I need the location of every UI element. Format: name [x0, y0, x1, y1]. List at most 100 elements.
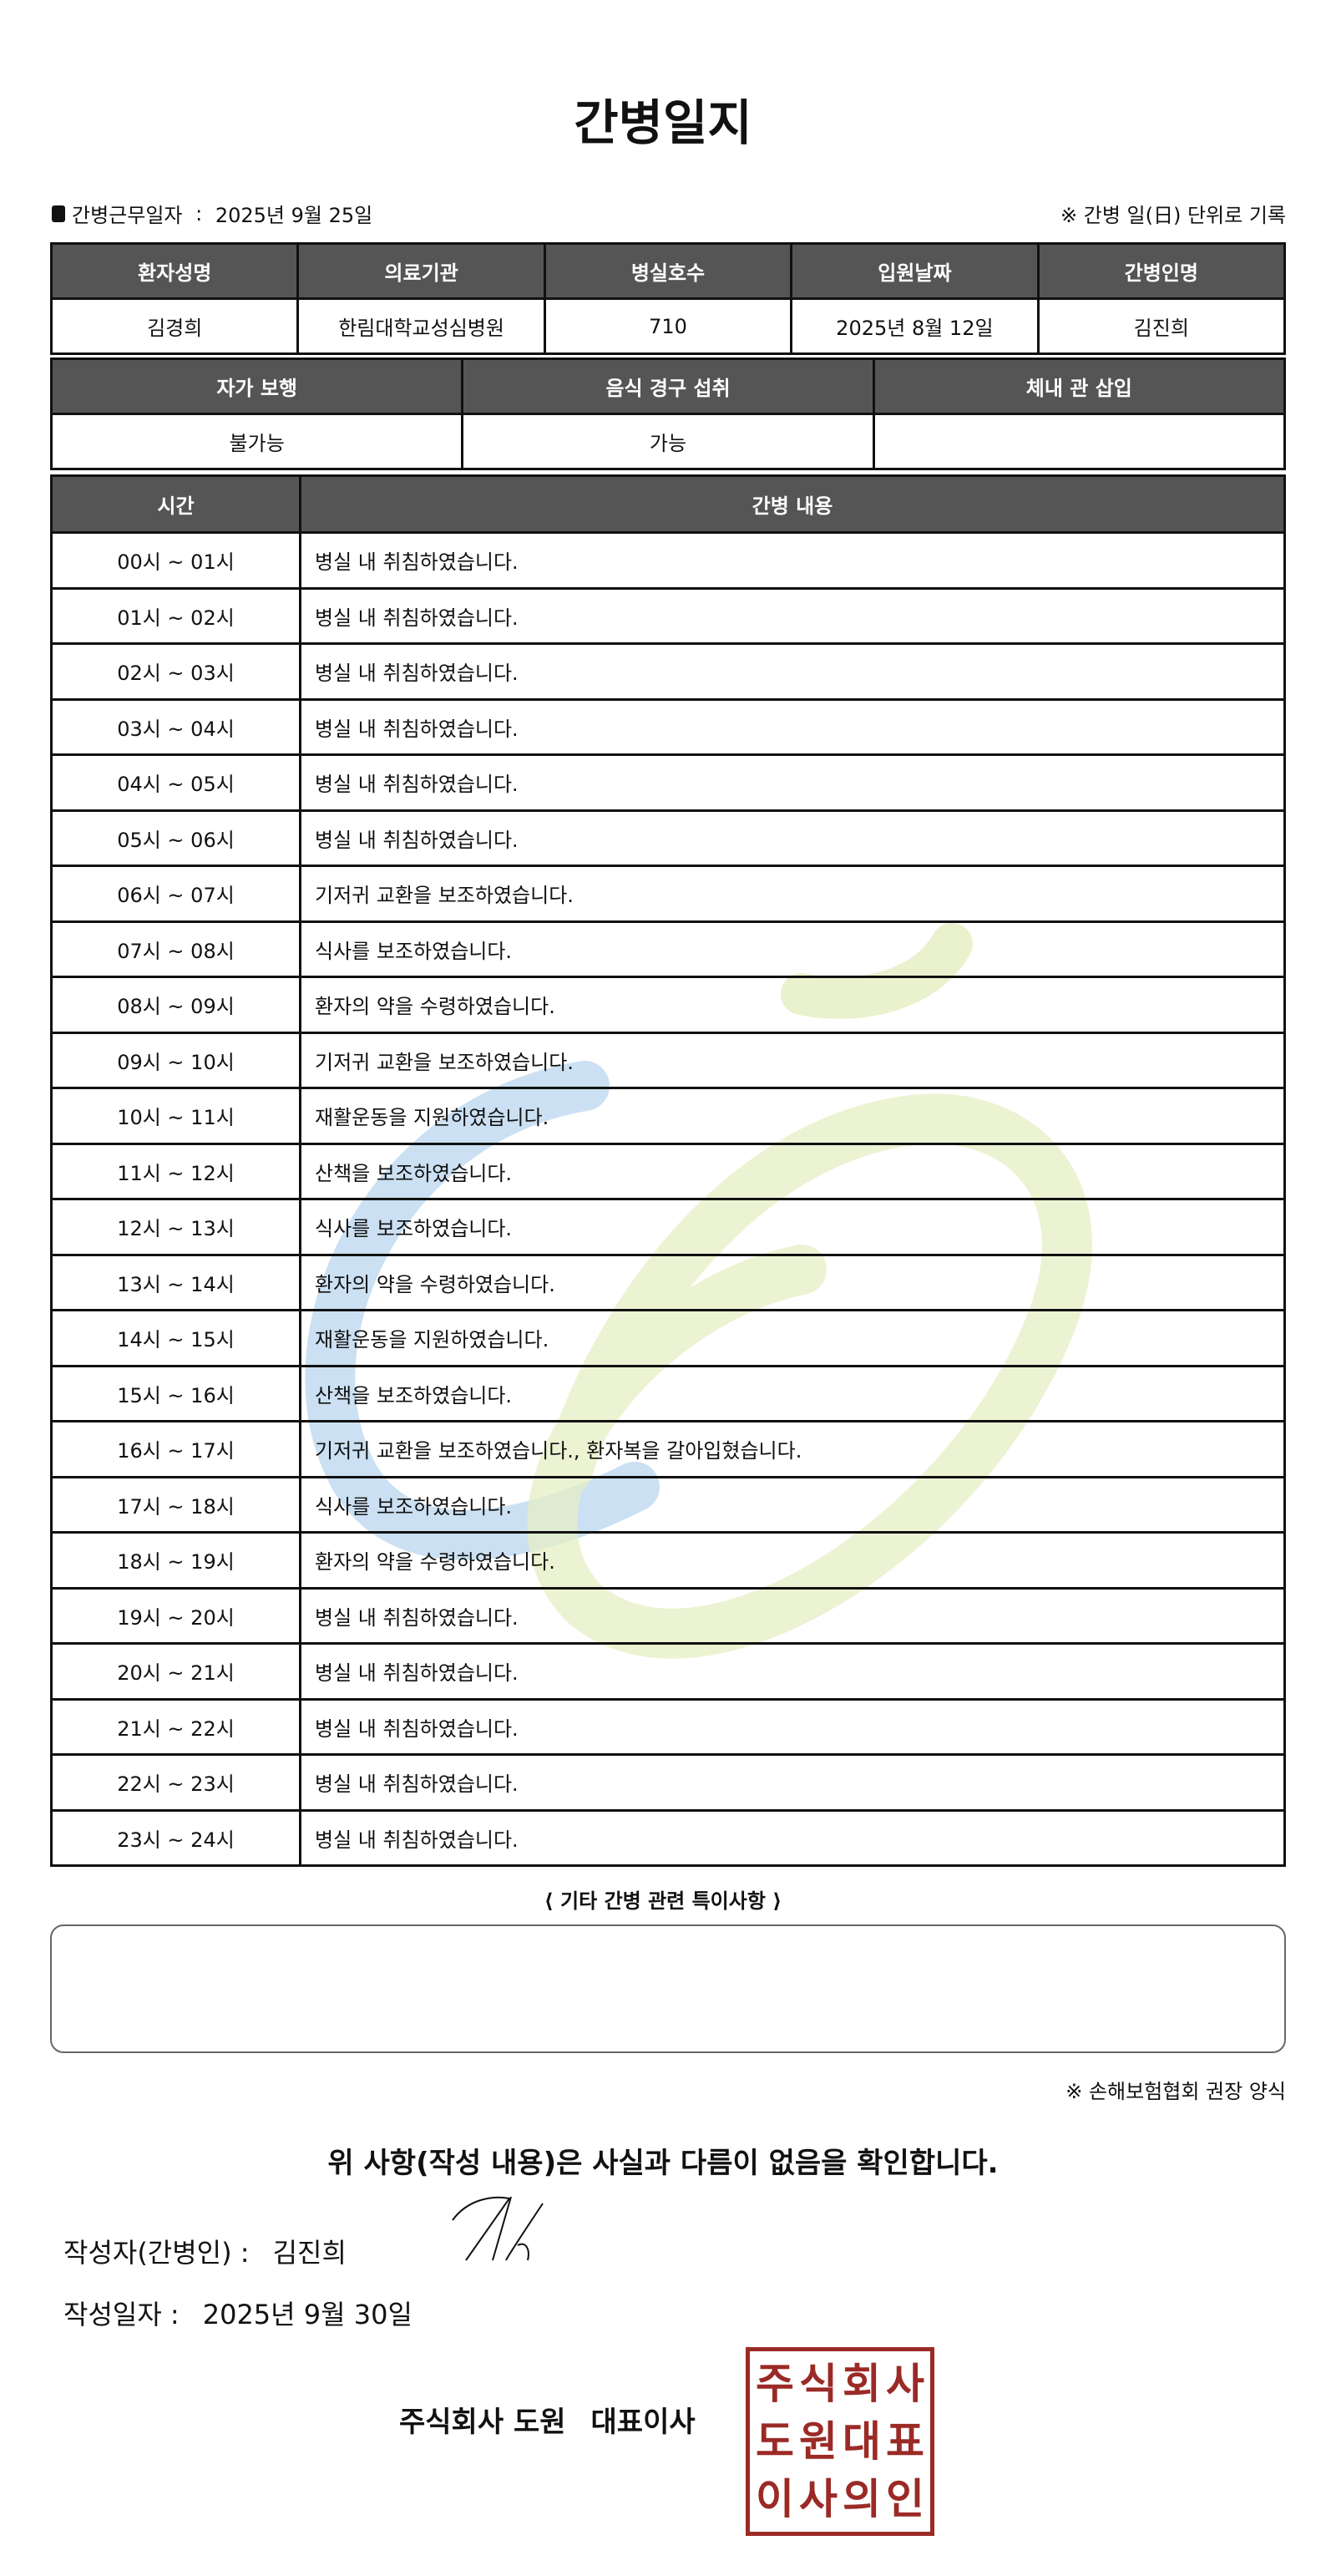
work-date-value: 2025년 9월 25일: [215, 204, 373, 227]
time-cell: 14시 ~ 15시: [50, 1309, 301, 1367]
time-cell: 10시 ~ 11시: [50, 1087, 301, 1145]
status-table: 자가 보행 음식 경구 섭취 체내 관 삽입 불가능 가능: [49, 357, 1287, 470]
caregiver-name: 김진희: [1036, 297, 1287, 355]
stamp-char: 도: [756, 2416, 794, 2466]
time-cell: 20시 ~ 21시: [50, 1642, 301, 1701]
log-row: 18시 ~ 19시 환자의 약을 수령하였습니다.: [50, 1531, 1286, 1590]
stamp-char: 이: [756, 2475, 794, 2524]
time-cell: 05시 ~ 06시: [50, 809, 301, 867]
time-cell: 15시 ~ 16시: [50, 1364, 301, 1422]
log-row: 12시 ~ 13시 식사를 보조하였습니다.: [50, 1198, 1286, 1256]
company-name: 주식회사 도원: [399, 2406, 566, 2439]
writer-line: 작성자(간병인) : 김진희: [63, 2232, 347, 2270]
header-cell: 간병 내용: [299, 474, 1286, 534]
log-row: 02시 ~ 03시 병실 내 취침하였습니다.: [50, 642, 1286, 701]
written-date-label: 작성일자 :: [63, 2299, 180, 2330]
log-row: 22시 ~ 23시 병실 내 취침하였습니다.: [50, 1753, 1286, 1812]
log-row: 13시 ~ 14시 환자의 약을 수령하였습니다.: [50, 1253, 1286, 1311]
content-cell: 기저귀 교환을 보조하였습니다., 환자복을 갈아입혔습니다.: [299, 1420, 1286, 1478]
patient-name: 김경희: [49, 297, 300, 355]
content-cell: 환자의 약을 수령하였습니다.: [299, 1253, 1286, 1311]
log-row: 09시 ~ 10시 기저귀 교환을 보조하였습니다.: [50, 1031, 1286, 1089]
time-cell: 19시 ~ 20시: [50, 1586, 301, 1645]
header-cell: 입원날짜: [790, 242, 1040, 300]
content-cell: 병실 내 취침하였습니다.: [299, 1808, 1286, 1867]
content-cell: 재활운동을 지원하였습니다.: [299, 1087, 1286, 1145]
content-cell: 병실 내 취침하였습니다.: [299, 809, 1286, 867]
log-row: 16시 ~ 17시 기저귀 교환을 보조하였습니다., 환자복을 갈아입혔습니다.: [50, 1420, 1286, 1478]
stamp-char: 회: [843, 2359, 881, 2408]
time-cell: 18시 ~ 19시: [50, 1531, 301, 1590]
time-cell: 11시 ~ 12시: [50, 1142, 301, 1200]
signature: [452, 2196, 544, 2261]
stamp-char: 표: [886, 2416, 924, 2466]
log-row: 11시 ~ 12시 산책을 보조하였습니다.: [50, 1142, 1286, 1200]
stamp-char: 인: [886, 2475, 924, 2524]
square-bullet-icon: [52, 205, 65, 222]
notes-box: [50, 1924, 1286, 2053]
room-number: 710: [543, 297, 793, 355]
content-cell: 식사를 보조하였습니다.: [299, 1475, 1286, 1534]
content-cell: 병실 내 취침하였습니다.: [299, 586, 1286, 645]
header-cell: 병실호수: [543, 242, 793, 300]
stamp-char: 사: [799, 2475, 838, 2524]
log-row: 15시 ~ 16시 산책을 보조하였습니다.: [50, 1364, 1286, 1422]
log-row: 17시 ~ 18시 식사를 보조하였습니다.: [50, 1475, 1286, 1534]
self-walking: 불가능: [49, 413, 464, 470]
log-row: 00시 ~ 01시 병실 내 취침하였습니다.: [50, 531, 1286, 590]
time-cell: 07시 ~ 08시: [50, 920, 301, 978]
time-cell: 02시 ~ 03시: [50, 642, 301, 701]
time-cell: 21시 ~ 22시: [50, 1697, 301, 1756]
time-cell: 08시 ~ 09시: [50, 976, 301, 1034]
time-cell: 00시 ~ 01시: [50, 531, 301, 590]
log-row: 05시 ~ 06시 병실 내 취침하였습니다.: [50, 809, 1286, 867]
content-cell: 환자의 약을 수령하였습니다.: [299, 1531, 1286, 1590]
header-cell: 자가 보행: [49, 357, 464, 415]
content-cell: 병실 내 취침하였습니다.: [299, 642, 1286, 701]
content-cell: 병실 내 취침하였습니다.: [299, 1586, 1286, 1645]
content-cell: 병실 내 취침하였습니다.: [299, 1697, 1286, 1756]
log-row: 10시 ~ 11시 재활운동을 지원하였습니다.: [50, 1087, 1286, 1145]
content-cell: 병실 내 취침하였습니다.: [299, 1753, 1286, 1812]
time-cell: 01시 ~ 02시: [50, 586, 301, 645]
header-cell: 음식 경구 섭취: [461, 357, 875, 415]
content-cell: 병실 내 취침하였습니다.: [299, 531, 1286, 590]
writer-name: 김진희: [272, 2237, 347, 2269]
log-row: 03시 ~ 04시 병실 내 취침하였습니다.: [50, 697, 1286, 756]
time-cell: 12시 ~ 13시: [50, 1198, 301, 1256]
log-row: 20시 ~ 21시 병실 내 취침하였습니다.: [50, 1642, 1286, 1701]
stamp-char: 사: [886, 2359, 924, 2408]
time-cell: 06시 ~ 07시: [50, 865, 301, 923]
log-row: 08시 ~ 09시 환자의 약을 수령하였습니다.: [50, 976, 1286, 1034]
written-date-value: 2025년 9월 30일: [202, 2299, 412, 2330]
time-cell: 13시 ~ 14시: [50, 1253, 301, 1311]
work-date: 간병근무일자 : 2025년 9월 25일: [52, 199, 372, 228]
time-cell: 16시 ~ 17시: [50, 1420, 301, 1478]
content-cell: 식사를 보조하였습니다.: [299, 920, 1286, 978]
content-cell: 재활운동을 지원하였습니다.: [299, 1309, 1286, 1367]
log-row: 01시 ~ 02시 병실 내 취침하였습니다.: [50, 586, 1286, 645]
log-row: 21시 ~ 22시 병실 내 취침하였습니다.: [50, 1697, 1286, 1756]
stamp-char: 의: [843, 2475, 881, 2524]
content-cell: 환자의 약을 수령하였습니다.: [299, 976, 1286, 1034]
content-cell: 산책을 보조하였습니다.: [299, 1364, 1286, 1422]
content-cell: 식사를 보조하였습니다.: [299, 1198, 1286, 1256]
header-cell: 체내 관 삽입: [872, 357, 1287, 415]
page-title: 간병일지: [574, 94, 752, 151]
header-cell: 간병인명: [1036, 242, 1287, 300]
time-cell: 17시 ~ 18시: [50, 1475, 301, 1534]
content-cell: 병실 내 취침하였습니다.: [299, 1642, 1286, 1701]
header-cell: 시간: [50, 474, 301, 534]
company-title: 대표이사: [590, 2406, 696, 2439]
form-note: ※ 손해보험협회 권장 양식: [1065, 2080, 1286, 2103]
log-row: 04시 ~ 05시 병실 내 취침하였습니다.: [50, 753, 1286, 812]
log-row: 06시 ~ 07시 기저귀 교환을 보조하였습니다.: [50, 865, 1286, 923]
colon: :: [189, 201, 209, 226]
tube-insertion: [872, 413, 1287, 470]
care-log-table: 시간 간병 내용 00시 ~ 01시 병실 내 취침하였습니다. 01시 ~ 02시 병…: [50, 474, 1286, 1867]
time-cell: 03시 ~ 04시: [50, 697, 301, 756]
time-cell: 09시 ~ 10시: [50, 1031, 301, 1089]
content-cell: 기저귀 교환을 보조하였습니다.: [299, 1031, 1286, 1089]
oral-intake: 가능: [461, 413, 875, 470]
